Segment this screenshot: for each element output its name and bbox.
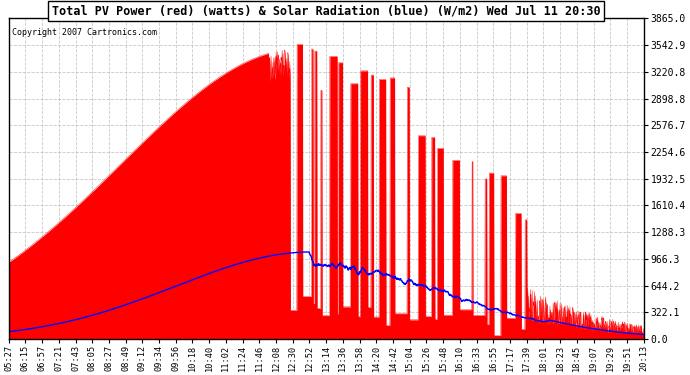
- Text: Copyright 2007 Cartronics.com: Copyright 2007 Cartronics.com: [12, 28, 157, 37]
- Title: Total PV Power (red) (watts) & Solar Radiation (blue) (W/m2) Wed Jul 11 20:30: Total PV Power (red) (watts) & Solar Rad…: [52, 4, 600, 17]
